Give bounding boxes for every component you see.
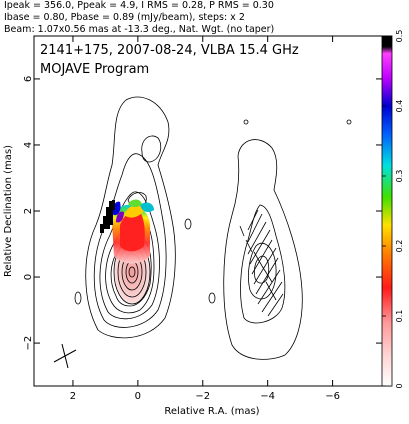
- polarization-colormap: [100, 199, 154, 264]
- panel-title: 2141+175, 2007-08-24, VLBA 15.4 GHz: [40, 43, 299, 58]
- colorbar-tick-label: 0.2: [395, 240, 404, 253]
- colorbar-ticks: 0 0.1 0.2 0.3 0.4 0.5: [382, 30, 404, 389]
- y-tick-label: 4: [23, 142, 34, 148]
- radio-image: [53, 96, 352, 369]
- y-tick-label: 2: [23, 208, 34, 214]
- plot-frame: [33, 35, 392, 387]
- axis-ticks: 2 0 −2 −4 −6 −2 0 2 4 6: [23, 36, 382, 402]
- colorbar-tick-label: 0: [395, 383, 404, 388]
- header-line-2: Ibase = 0.80, Pbase = 0.89 (mJy/beam), s…: [4, 12, 245, 23]
- header-line-1: Ipeak = 356.0, Ppeak = 4.9, I RMS = 0.28…: [4, 0, 274, 11]
- panel-subtitle: MOJAVE Program: [40, 62, 149, 77]
- colorbar-tick-label: 0.1: [395, 310, 404, 323]
- colorbar: [381, 35, 393, 387]
- x-tick-label: 2: [70, 391, 76, 402]
- x-tick-label: 0: [135, 391, 141, 402]
- y-tick-label: 0: [23, 274, 34, 280]
- header-line-3: Beam: 1.07x0.56 mas at -13.3 deg., Nat. …: [4, 24, 274, 35]
- colorbar-tick-label: 0.5: [395, 30, 404, 43]
- y-axis-label: Relative Declination (mas): [3, 145, 14, 277]
- beam-symbol: [53, 343, 77, 369]
- header: Ipeak = 356.0, Ppeak = 4.9, I RMS = 0.28…: [4, 0, 274, 35]
- x-tick-label: −6: [325, 391, 340, 402]
- x-tick-label: −2: [195, 391, 210, 402]
- x-axis-label: Relative R.A. (mas): [164, 406, 259, 417]
- polarization-contours: [223, 139, 303, 360]
- x-tick-label: −4: [260, 391, 275, 402]
- y-tick-label: −2: [23, 336, 34, 351]
- colorbar-tick-label: 0.4: [395, 100, 404, 113]
- colorbar-tick-label: 0.3: [395, 170, 404, 183]
- y-tick-label: 6: [23, 76, 34, 82]
